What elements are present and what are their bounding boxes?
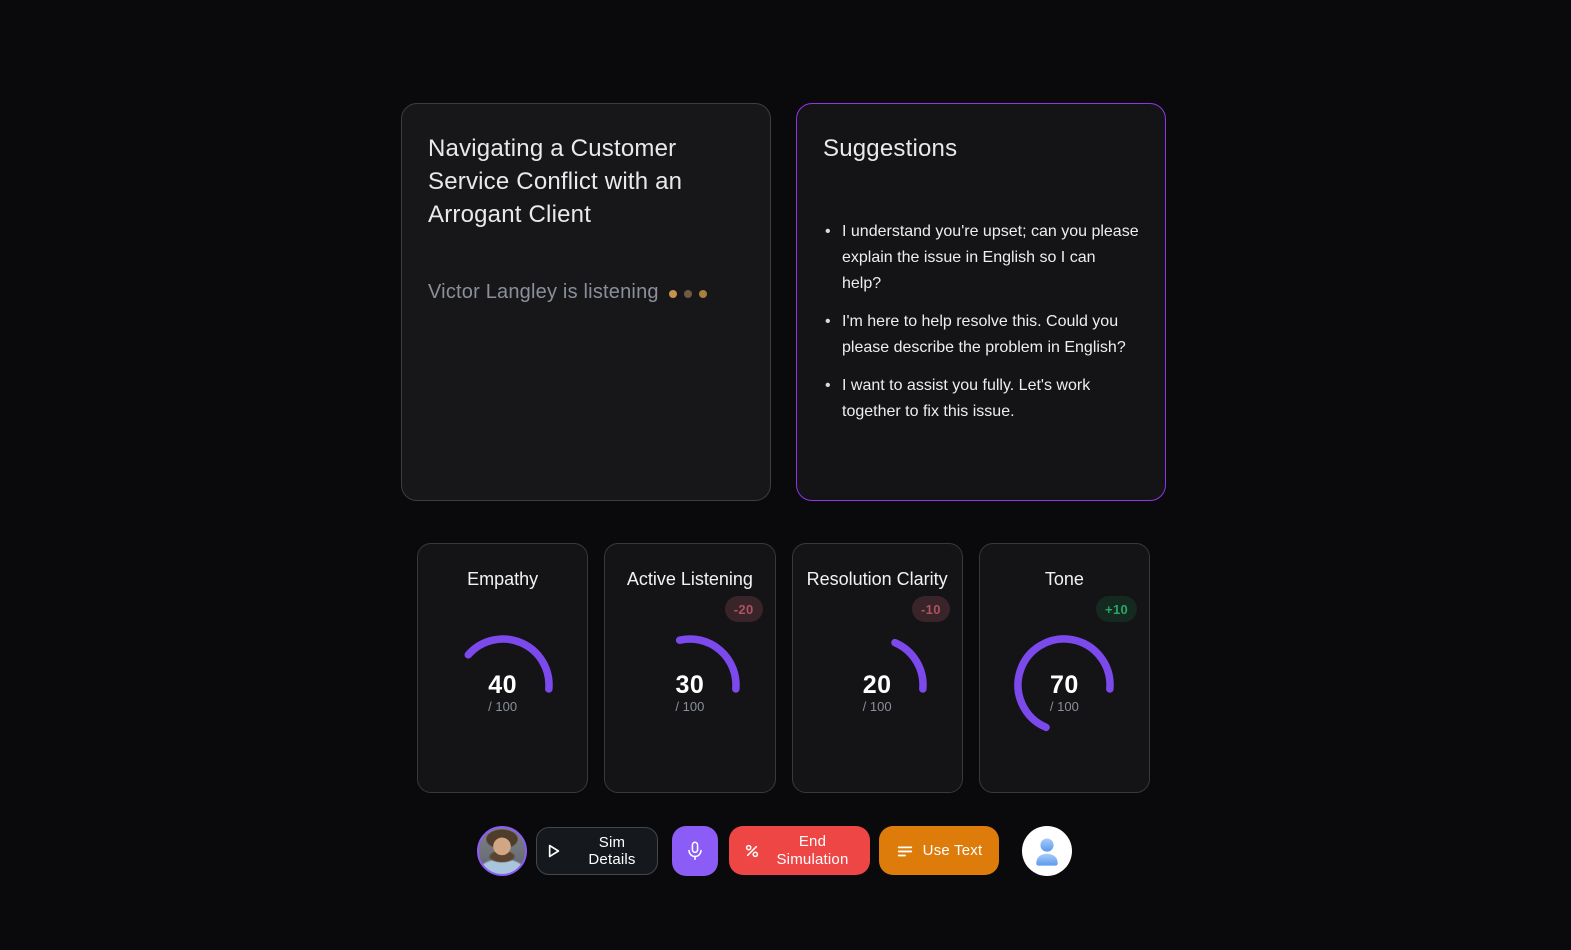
use-text-button[interactable]: Use Text — [879, 826, 999, 875]
gauge-arc — [675, 635, 740, 693]
suggestion-item: I want to assist you fully. Let's work t… — [823, 373, 1139, 425]
listening-status: Victor Langley is listening — [428, 281, 744, 304]
play-icon — [543, 841, 563, 861]
sim-details-label: Sim Details — [588, 834, 636, 868]
use-text-label: Use Text — [922, 842, 983, 859]
typing-dot — [683, 289, 692, 298]
person-icon — [1028, 832, 1066, 870]
metric-card-empathy: Empathy 40 / 100 — [417, 543, 589, 793]
gauge-active-listening: 30 / 100 — [630, 625, 750, 750]
gauge-empathy: 40 / 100 — [443, 625, 563, 750]
suggestion-item: I understand you're upset; can you pleas… — [823, 219, 1139, 297]
percent-icon — [743, 842, 761, 860]
scenario-title: Navigating a Customer Service Conflict w… — [428, 135, 683, 228]
metric-delta-badge: +10 — [1096, 596, 1137, 622]
microphone-button[interactable] — [672, 826, 718, 876]
user-avatar[interactable] — [1022, 826, 1072, 876]
suggestions-card: Suggestions I understand you're upset; c… — [796, 103, 1166, 501]
typing-dot — [668, 289, 677, 298]
gauge-resolution-clarity: 20 / 100 — [817, 625, 937, 750]
gauge-tone: 70 / 100 — [1004, 625, 1124, 750]
sim-details-button[interactable]: Sim Details — [536, 827, 658, 875]
coach-avatar[interactable] — [477, 826, 527, 876]
metric-card-tone: Tone +10 70 / 100 — [978, 543, 1150, 793]
gauge-arc — [891, 638, 927, 693]
text-lines-icon — [896, 842, 914, 860]
metric-delta-badge: -20 — [724, 596, 763, 622]
gauge-arc — [464, 635, 553, 693]
metric-label: Tone — [1044, 569, 1084, 589]
metric-card-active-listening: Active Listening -20 30 / 100 — [604, 543, 776, 793]
typing-indicator-dots — [668, 288, 707, 298]
metric-delta-badge: -10 — [912, 596, 950, 622]
metric-card-resolution-clarity: Resolution Clarity -10 20 / 100 — [791, 543, 963, 793]
metric-label: Empathy — [467, 569, 539, 589]
suggestions-title: Suggestions — [823, 135, 958, 162]
microphone-icon — [684, 840, 706, 862]
metric-label: Resolution Clarity — [806, 569, 948, 589]
gauge-arc — [1014, 635, 1115, 732]
metric-label: Active Listening — [626, 569, 753, 589]
scenario-card: Navigating a Customer Service Conflict w… — [401, 103, 771, 501]
typing-dot — [698, 289, 707, 298]
listening-status-text: Victor Langley is listening — [428, 281, 659, 303]
end-simulation-label: End Simulation — [776, 832, 849, 868]
end-simulation-button[interactable]: End Simulation — [729, 826, 870, 875]
suggestion-item: I'm here to help resolve this. Could you… — [823, 309, 1139, 361]
metrics-row: Empathy 40 / 100 Active Listening -20 30 … — [417, 543, 1150, 793]
suggestions-list: I understand you're upset; can you pleas… — [823, 219, 1139, 425]
